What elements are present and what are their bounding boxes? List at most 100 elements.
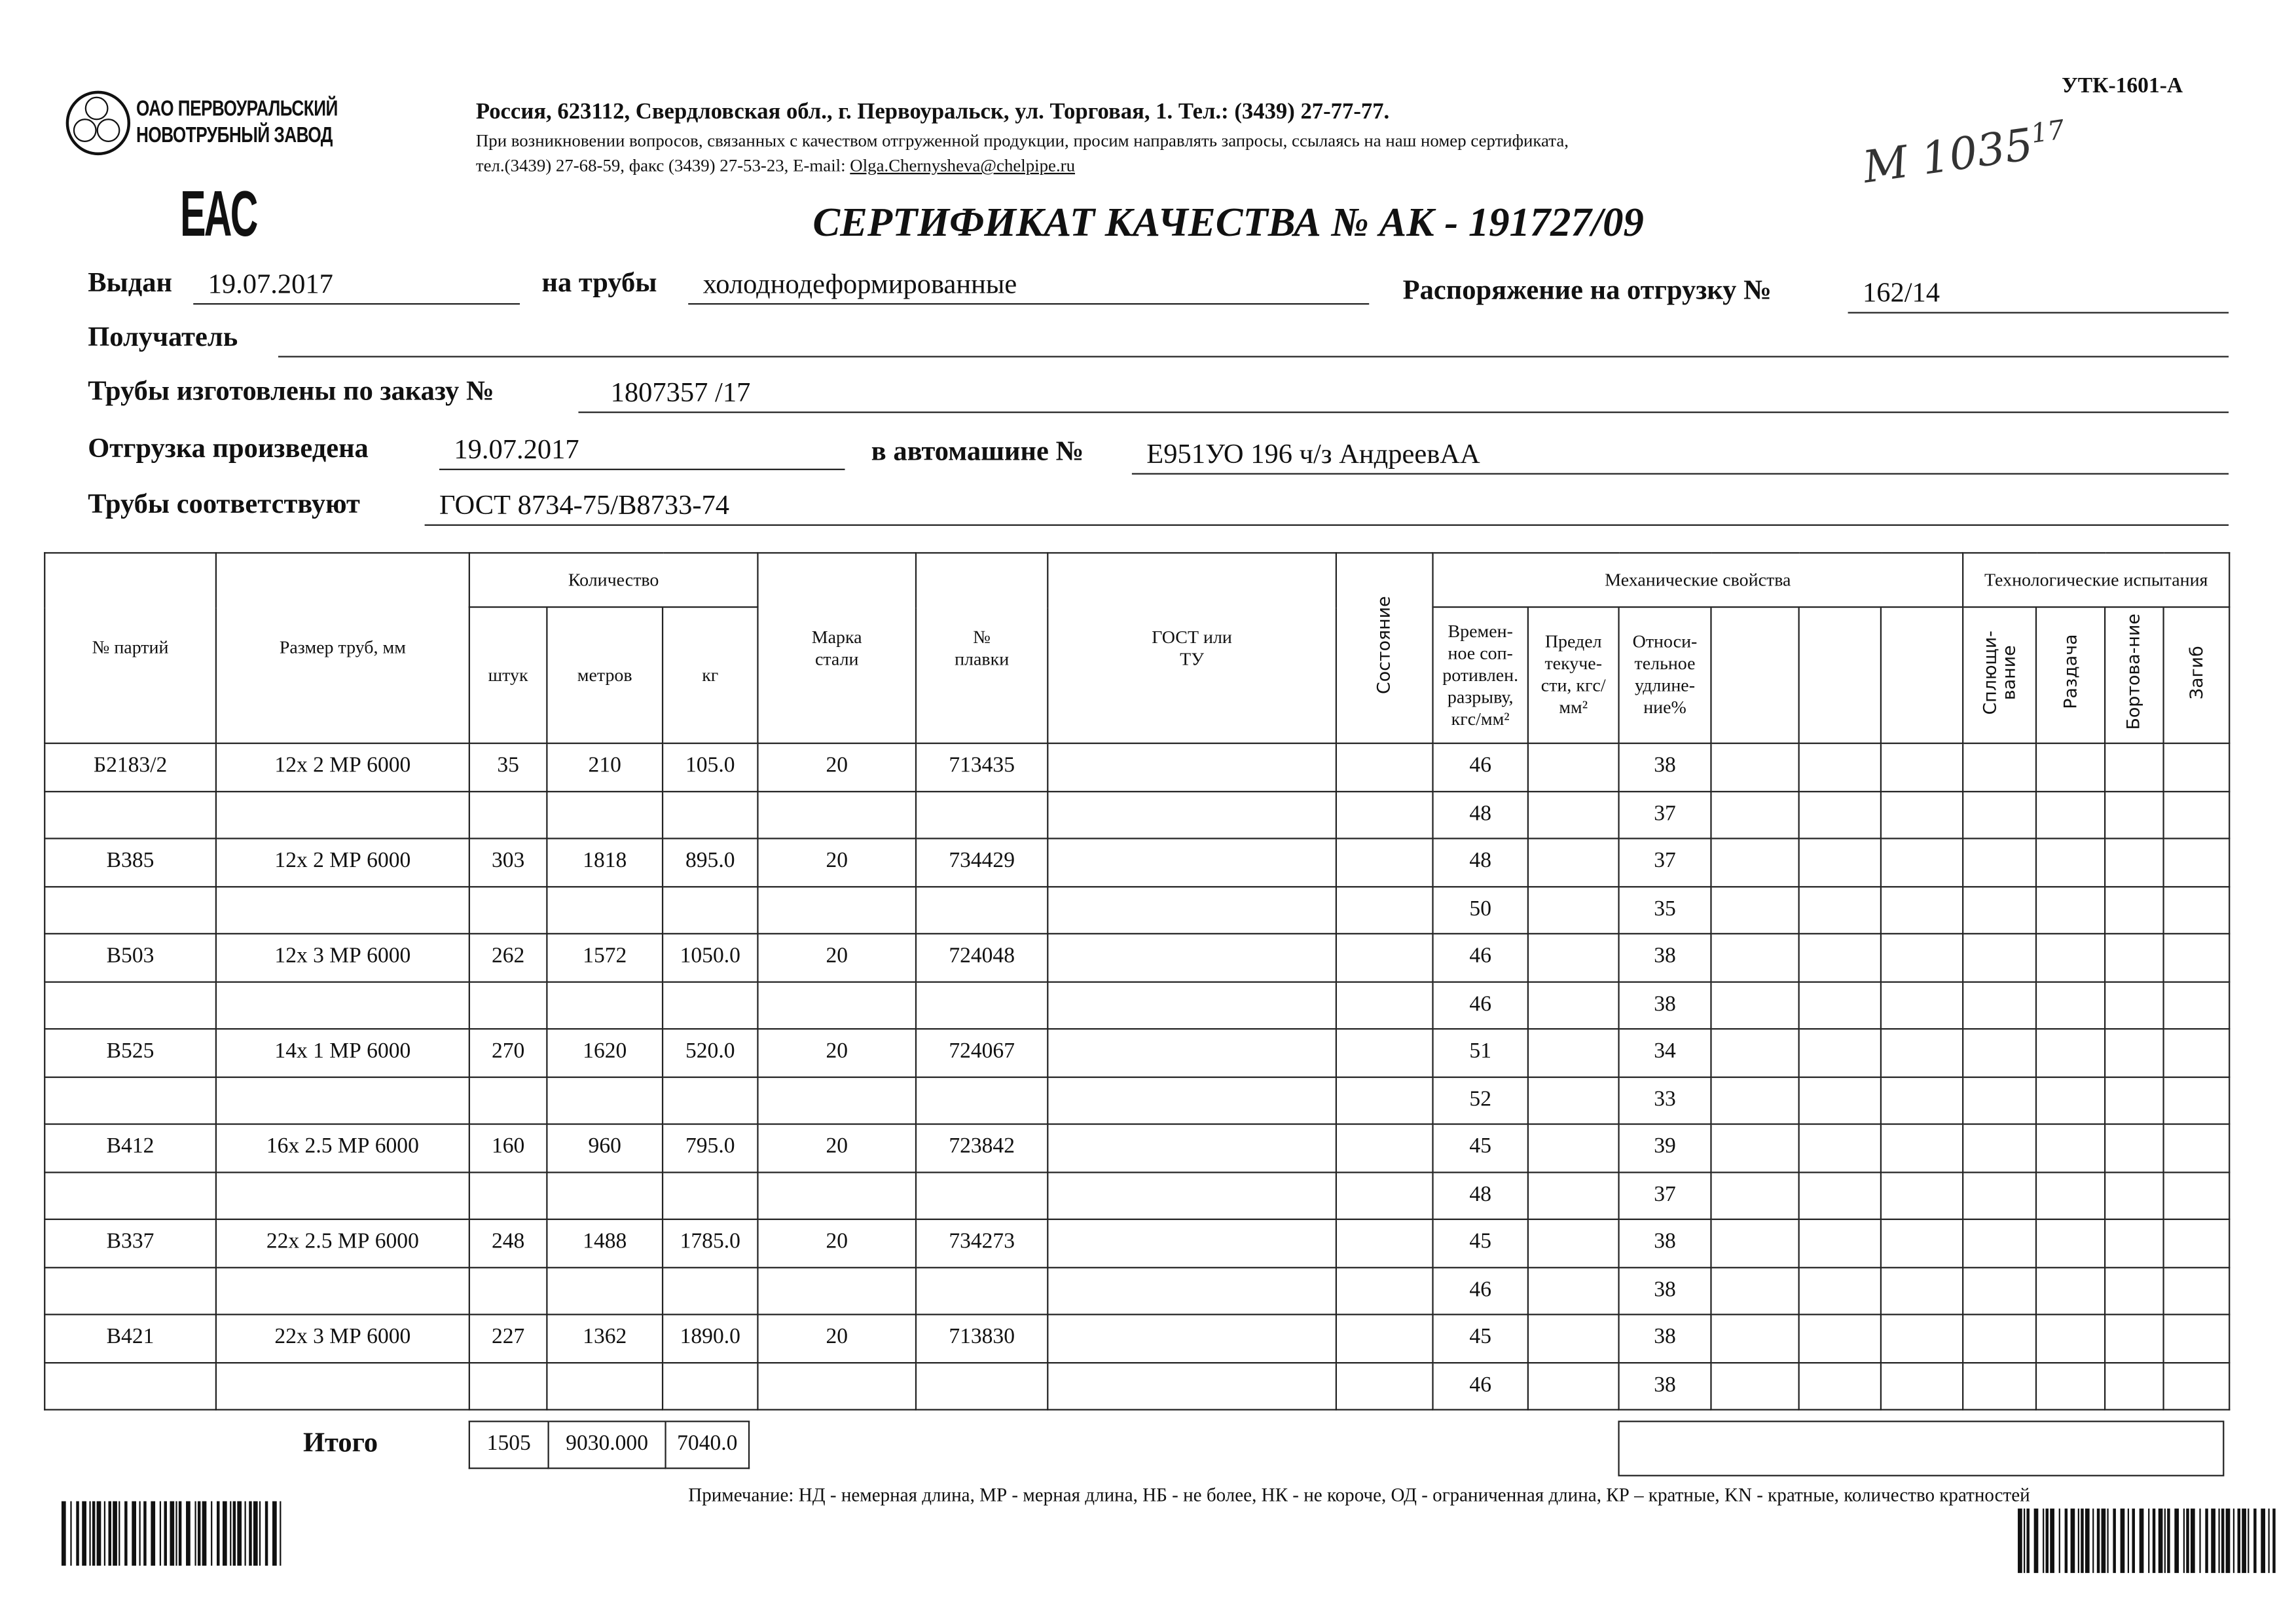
barcode-bar <box>244 1501 246 1566</box>
cell-batch: В385 <box>44 838 217 887</box>
cell-empty <box>1710 1361 1800 1411</box>
cell-meters <box>546 885 664 934</box>
cell-batch <box>44 1171 217 1221</box>
cell-meters <box>546 1266 664 1316</box>
table-row: Б2183/2 12х 2 МР 6000 35 210 105.0 20 713435 46… <box>44 742 2231 792</box>
barcode-bar <box>2023 1508 2026 1574</box>
barcode-bar <box>2120 1508 2125 1574</box>
cell-pcs <box>468 885 548 934</box>
cell-kg: 795.0 <box>661 1123 759 1173</box>
barcode-bar <box>2096 1508 2100 1574</box>
cell-pcs: 270 <box>468 1028 548 1078</box>
barcode-bar <box>2253 1508 2257 1574</box>
barcode-bar <box>124 1501 128 1566</box>
cell-empty <box>2104 742 2164 792</box>
header-empty <box>1880 606 1964 745</box>
made-order-label: Трубы изготовлены по заказу № <box>88 376 494 407</box>
email-link[interactable]: Olga.Chernysheva@chelpipe.ru <box>850 155 1076 176</box>
barcode-bar <box>2148 1508 2150 1574</box>
cell-empty <box>2104 1028 2164 1078</box>
cell-elong: 38 <box>1618 1266 1712 1316</box>
cell-empty <box>1798 1361 1882 1411</box>
barcode-bar <box>108 1501 111 1566</box>
cell-tensile: 48 <box>1432 790 1529 840</box>
cell-kg: 105.0 <box>661 742 759 792</box>
eac-mark: EAC <box>180 178 258 251</box>
barcode-bar <box>2218 1508 2220 1574</box>
cell-kg <box>661 1266 759 1316</box>
cell-meters <box>546 1075 664 1125</box>
cell-meters <box>546 790 664 840</box>
cell-steel: 20 <box>757 1123 917 1173</box>
barcode-bar <box>211 1501 213 1566</box>
cell-meters: 1362 <box>546 1314 664 1363</box>
barcode-bar <box>113 1501 117 1566</box>
cell-tensile: 46 <box>1432 980 1529 1030</box>
cell-empty <box>2035 1028 2106 1078</box>
header-meters: метров <box>546 606 664 745</box>
cell-size <box>215 1075 470 1125</box>
cell-empty <box>2162 980 2231 1030</box>
barcode-right <box>2018 1508 2280 1574</box>
barcode-bar <box>159 1501 162 1566</box>
cell-empty <box>2162 1171 2231 1221</box>
cell-empty <box>2104 885 2164 934</box>
cell-heat: 734429 <box>915 838 1049 887</box>
cell-tensile: 50 <box>1432 885 1529 934</box>
cell-meters <box>546 1361 664 1411</box>
barcode-bar <box>2237 1508 2240 1574</box>
cell-empty <box>1710 1266 1800 1316</box>
cell-tensile: 48 <box>1432 838 1529 887</box>
cell-elong: 38 <box>1618 742 1712 792</box>
cell-empty <box>2104 1218 2164 1268</box>
cell-state <box>1335 932 1434 982</box>
barcode-bar <box>2081 1508 2084 1574</box>
cell-empty <box>1880 1314 1964 1363</box>
header-state: Состояние <box>1373 596 1394 695</box>
cell-elong: 38 <box>1618 980 1712 1030</box>
cell-steel: 20 <box>757 932 917 982</box>
barcode-bar <box>2064 1508 2068 1574</box>
cell-empty <box>2104 932 2164 982</box>
conform-value: ГОСТ 8734-75/В8733-74 <box>424 490 2229 526</box>
cell-empty <box>2104 790 2164 840</box>
cell-heat <box>915 980 1049 1030</box>
cell-meters: 960 <box>546 1123 664 1173</box>
cell-empty <box>2104 1361 2164 1411</box>
cell-gost <box>1047 1075 1338 1125</box>
cell-tensile: 46 <box>1432 1361 1529 1411</box>
cell-size <box>215 1171 470 1221</box>
barcode-bar <box>272 1501 277 1566</box>
cell-empty <box>2104 1075 2164 1125</box>
header-heat: № плавки <box>915 552 1049 745</box>
cell-tensile: 45 <box>1432 1314 1529 1363</box>
cell-empty <box>1798 885 1882 934</box>
header-tech: Технологические испытания <box>1962 552 2231 608</box>
certificate-title: СЕРТИФИКАТ КАЧЕСТВА № АК - 191727/09 <box>812 200 1644 246</box>
cell-gost <box>1047 1028 1338 1078</box>
cell-heat: 723842 <box>915 1123 1049 1173</box>
barcode-bar <box>118 1501 120 1566</box>
cell-elong: 37 <box>1618 1171 1712 1221</box>
cell-empty <box>1880 1123 1964 1173</box>
cell-empty <box>1880 838 1964 887</box>
cell-heat <box>915 1266 1049 1316</box>
cell-empty <box>1880 1266 1964 1316</box>
cell-tensile: 48 <box>1432 1171 1529 1221</box>
cell-elong: 37 <box>1618 838 1712 887</box>
issued-label: Выдан <box>88 268 172 299</box>
contact-line: тел.(3439) 27-68-59, факс (3439) 27-53-2… <box>476 155 1075 177</box>
cell-empty <box>2162 1028 2231 1078</box>
barcode-bar <box>264 1501 268 1566</box>
barcode-bar <box>2152 1508 2156 1574</box>
barcode-bar <box>2261 1508 2266 1574</box>
cell-batch <box>44 790 217 840</box>
cell-empty <box>1880 932 1964 982</box>
header-mech: Механические свойства <box>1432 552 1964 608</box>
cell-elong: 38 <box>1618 1218 1712 1268</box>
cell-size: 12х 2 МР 6000 <box>215 838 470 887</box>
cell-elong: 34 <box>1618 1028 1712 1078</box>
cell-pcs: 35 <box>468 742 548 792</box>
barcode-bar <box>2272 1508 2276 1574</box>
cell-empty <box>1710 790 1800 840</box>
